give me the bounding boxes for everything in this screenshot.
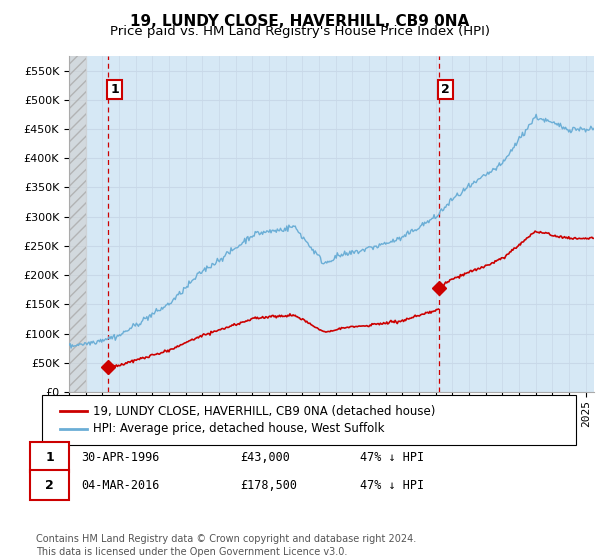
Text: 1: 1 [46,451,54,464]
Text: 2: 2 [46,479,54,492]
Text: £43,000: £43,000 [240,451,290,464]
Text: 47% ↓ HPI: 47% ↓ HPI [360,451,424,464]
Text: Contains HM Land Registry data © Crown copyright and database right 2024.
This d: Contains HM Land Registry data © Crown c… [36,534,416,557]
Text: 47% ↓ HPI: 47% ↓ HPI [360,479,424,492]
Text: 04-MAR-2016: 04-MAR-2016 [81,479,160,492]
Text: HPI: Average price, detached house, West Suffolk: HPI: Average price, detached house, West… [93,422,385,435]
Bar [69,56,86,392]
Text: 2: 2 [441,83,449,96]
Bar [69,56,86,392]
Text: 1: 1 [110,83,119,96]
Text: Price paid vs. HM Land Registry's House Price Index (HPI): Price paid vs. HM Land Registry's House … [110,25,490,38]
Text: £178,500: £178,500 [240,479,297,492]
Text: 30-APR-1996: 30-APR-1996 [81,451,160,464]
Text: 19, LUNDY CLOSE, HAVERHILL, CB9 0NA: 19, LUNDY CLOSE, HAVERHILL, CB9 0NA [130,14,470,29]
Text: 19, LUNDY CLOSE, HAVERHILL, CB9 0NA (detached house): 19, LUNDY CLOSE, HAVERHILL, CB9 0NA (det… [93,405,436,418]
